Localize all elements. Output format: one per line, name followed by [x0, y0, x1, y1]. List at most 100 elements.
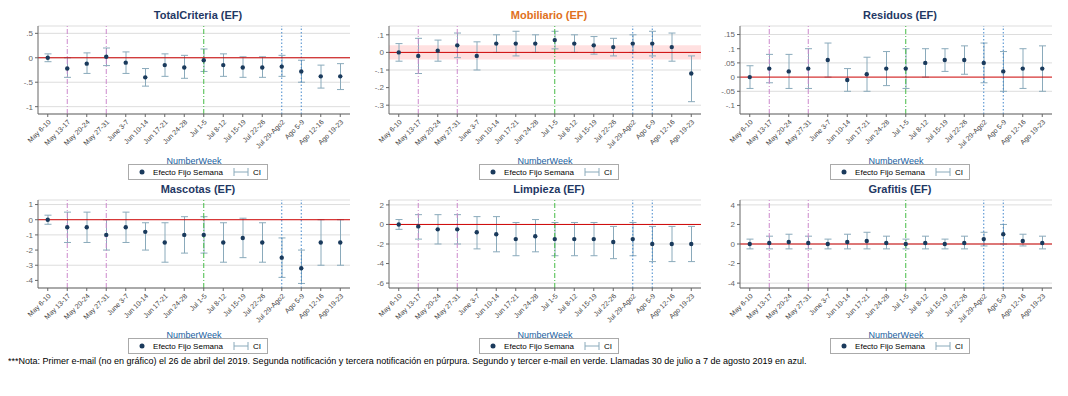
svg-text:May 27-31: May 27-31 — [433, 118, 462, 147]
svg-text:Ago 12-16: Ago 12-16 — [648, 118, 676, 147]
svg-text:Jul 22-26: Jul 22-26 — [943, 118, 969, 144]
svg-text:Jun 24-28: Jun 24-28 — [513, 118, 540, 145]
svg-text:Jun 10-14: Jun 10-14 — [824, 118, 852, 146]
svg-text:1: 1 — [29, 200, 34, 209]
svg-text:-4: -4 — [377, 259, 385, 268]
svg-text:Jul 22-26: Jul 22-26 — [241, 118, 267, 144]
svg-text:Jul 29-Ago2: Jul 29-Ago2 — [606, 118, 638, 150]
svg-text:0: 0 — [731, 240, 736, 249]
svg-text:May 20-24: May 20-24 — [62, 118, 91, 147]
svg-text:NumberWeek: NumberWeek — [869, 330, 924, 338]
svg-text:Jun 17-21: Jun 17-21 — [142, 118, 169, 146]
svg-text:-.05: -.05 — [721, 87, 735, 96]
svg-text:NumberWeek: NumberWeek — [869, 156, 924, 164]
svg-text:May 13-17: May 13-17 — [43, 118, 72, 147]
svg-text:Ago 12-16: Ago 12-16 — [297, 292, 325, 321]
svg-text:-4: -4 — [26, 276, 34, 285]
svg-text:Jul 15-19: Jul 15-19 — [572, 118, 598, 144]
svg-text:Jul 22-26: Jul 22-26 — [592, 118, 618, 144]
svg-text:0: 0 — [731, 73, 736, 82]
svg-text:-1: -1 — [26, 231, 34, 240]
svg-text:Ago 19-23: Ago 19-23 — [668, 292, 697, 321]
svg-text:May 20-24: May 20-24 — [413, 292, 442, 321]
svg-text:May 6-10: May 6-10 — [728, 118, 754, 144]
svg-text:May 20-24: May 20-24 — [62, 292, 91, 321]
svg-text:Jun 24-28: Jun 24-28 — [513, 292, 540, 319]
svg-text:Jun 24-28: Jun 24-28 — [162, 292, 189, 319]
svg-text:-6: -6 — [377, 279, 385, 288]
svg-text:May 13-17: May 13-17 — [745, 118, 774, 147]
svg-text:0: 0 — [29, 216, 34, 225]
svg-text:May 13-17: May 13-17 — [745, 292, 774, 321]
svg-text:May 13-17: May 13-17 — [394, 118, 423, 147]
svg-text:Jul 29-Ago2: Jul 29-Ago2 — [957, 118, 989, 150]
svg-text:-2: -2 — [26, 246, 34, 255]
svg-text:Jun 10-14: Jun 10-14 — [122, 292, 150, 320]
svg-text:Jun 17-21: Jun 17-21 — [844, 292, 871, 320]
svg-text:-.2: -.2 — [375, 83, 385, 92]
svg-text:-.1: -.1 — [375, 66, 385, 75]
svg-text:May 13-17: May 13-17 — [43, 292, 72, 321]
svg-text:Jun 17-21: Jun 17-21 — [844, 118, 871, 146]
svg-text:.1: .1 — [377, 31, 384, 40]
svg-text:Ago 12-16: Ago 12-16 — [999, 292, 1027, 321]
svg-text:Jun 10-14: Jun 10-14 — [473, 292, 501, 320]
svg-text:May 20-24: May 20-24 — [413, 118, 442, 147]
svg-text:-3: -3 — [26, 261, 34, 270]
svg-text:Ago 19-23: Ago 19-23 — [317, 118, 346, 147]
svg-text:-.1: -.1 — [726, 101, 736, 110]
svg-text:May 27-31: May 27-31 — [784, 118, 813, 147]
svg-text:0: 0 — [380, 48, 385, 57]
svg-text:-2: -2 — [377, 240, 385, 249]
svg-text:Ago 19-23: Ago 19-23 — [317, 292, 346, 321]
svg-text:2: 2 — [731, 220, 736, 229]
svg-text:NumberWeek: NumberWeek — [167, 330, 222, 338]
svg-text:0: 0 — [380, 220, 385, 229]
svg-text:-.5: -.5 — [24, 78, 34, 87]
svg-text:Jun 24-28: Jun 24-28 — [864, 292, 891, 319]
svg-text:NumberWeek: NumberWeek — [518, 156, 573, 164]
svg-text:.5: .5 — [26, 29, 33, 38]
svg-text:Jun 10-14: Jun 10-14 — [122, 118, 150, 146]
svg-text:Ago 19-23: Ago 19-23 — [1019, 118, 1048, 147]
svg-text:-1: -1 — [26, 103, 34, 112]
svg-text:Ago 12-16: Ago 12-16 — [648, 292, 676, 321]
svg-text:Jun 17-21: Jun 17-21 — [493, 118, 520, 146]
svg-text:-4: -4 — [728, 279, 736, 288]
svg-text:2: 2 — [380, 201, 385, 210]
svg-text:Ago 12-16: Ago 12-16 — [999, 118, 1027, 147]
svg-text:Jun 17-21: Jun 17-21 — [493, 292, 520, 320]
svg-text:Jun 10-14: Jun 10-14 — [473, 118, 501, 146]
svg-text:Jun 10-14: Jun 10-14 — [824, 292, 852, 320]
svg-text:4: 4 — [731, 201, 736, 210]
svg-text:May 27-31: May 27-31 — [433, 292, 462, 321]
svg-text:May 20-24: May 20-24 — [764, 292, 793, 321]
svg-text:May 27-31: May 27-31 — [82, 292, 111, 321]
svg-text:May 6-10: May 6-10 — [377, 118, 403, 144]
svg-text:Jul 29-Ago2: Jul 29-Ago2 — [606, 292, 638, 324]
svg-text:Jul 29-Ago2: Jul 29-Ago2 — [255, 292, 287, 324]
svg-text:Jun 24-28: Jun 24-28 — [864, 118, 891, 145]
svg-text:Jul 15-19: Jul 15-19 — [221, 118, 247, 144]
svg-text:Jun 24-28: Jun 24-28 — [162, 118, 189, 145]
svg-text:May 6-10: May 6-10 — [26, 118, 52, 144]
svg-text:.1: .1 — [728, 45, 735, 54]
svg-text:May 27-31: May 27-31 — [82, 118, 111, 147]
svg-text:Jul 29-Ago2: Jul 29-Ago2 — [255, 118, 287, 150]
svg-text:May 20-24: May 20-24 — [764, 118, 793, 147]
svg-text:Jul 15-19: Jul 15-19 — [923, 118, 949, 144]
svg-text:.05: .05 — [724, 59, 736, 68]
svg-text:Ago 12-16: Ago 12-16 — [297, 118, 325, 147]
svg-text:.15: .15 — [724, 30, 736, 39]
svg-text:NumberWeek: NumberWeek — [518, 330, 573, 338]
svg-text:May 27-31: May 27-31 — [784, 292, 813, 321]
svg-text:NumberWeek: NumberWeek — [167, 156, 222, 164]
svg-text:-2: -2 — [728, 259, 736, 268]
svg-text:-.3: -.3 — [375, 101, 385, 110]
svg-text:Ago 19-23: Ago 19-23 — [1019, 292, 1048, 321]
svg-text:Jul 29-Ago2: Jul 29-Ago2 — [957, 292, 989, 324]
svg-text:0: 0 — [29, 54, 34, 63]
svg-text:May 13-17: May 13-17 — [394, 292, 423, 321]
svg-text:Ago 19-23: Ago 19-23 — [668, 118, 697, 147]
svg-text:Jun 17-21: Jun 17-21 — [142, 292, 169, 320]
